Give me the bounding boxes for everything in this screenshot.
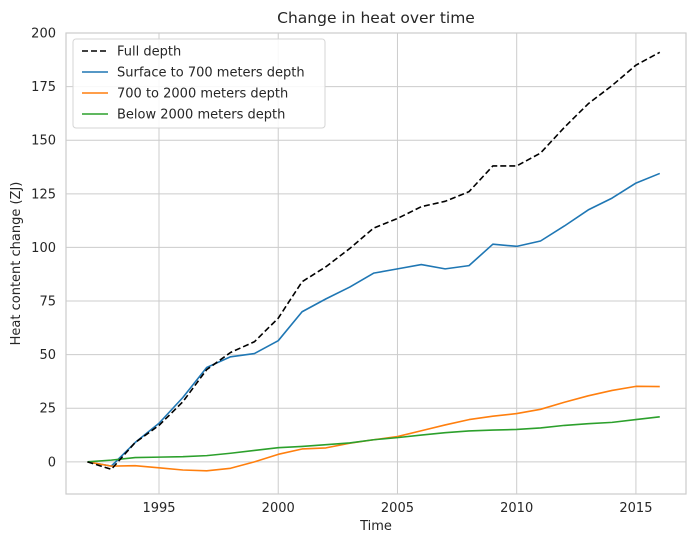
y-tick-label: 0 bbox=[48, 455, 56, 470]
y-axis-label: Heat content change (ZJ) bbox=[9, 182, 24, 346]
y-tick-label: 150 bbox=[31, 134, 56, 149]
tick-labels: 1995 2000 2005 2010 2015 0 25 50 75 100 125 150 175 2… bbox=[31, 27, 652, 517]
x-tick-label: 2015 bbox=[619, 501, 652, 516]
legend-entry: 700 to 2000 meters depth bbox=[117, 87, 288, 102]
legend-entry: Full depth bbox=[117, 45, 181, 60]
series-layer bbox=[87, 51, 661, 472]
y-tick-label: 100 bbox=[31, 241, 56, 256]
series-line-4 bbox=[87, 416, 660, 463]
y-tick-label: 75 bbox=[39, 295, 56, 310]
legend-entry: Below 2000 meters depth bbox=[117, 108, 285, 123]
x-tick-label: 2005 bbox=[381, 501, 414, 516]
legend-box bbox=[72, 38, 326, 129]
y-tick-label: 175 bbox=[31, 80, 56, 95]
y-tick-label: 200 bbox=[31, 27, 56, 42]
y-tick-label: 50 bbox=[39, 348, 56, 363]
chart-title: Change in heat over time bbox=[277, 9, 475, 27]
x-tick-label: 2000 bbox=[262, 501, 295, 516]
y-tick-label: 25 bbox=[39, 402, 56, 417]
x-tick-label: 1995 bbox=[142, 501, 175, 516]
plot-frame bbox=[65, 32, 687, 495]
series-line-2 bbox=[87, 172, 661, 467]
legend-entry: Surface to 700 meters depth bbox=[117, 66, 305, 81]
legend: Full depth Surface to 700 meters depth 700… bbox=[72, 38, 326, 129]
x-tick-label: 2010 bbox=[500, 501, 533, 516]
x-axis-label: Time bbox=[359, 519, 392, 534]
y-tick-label: 125 bbox=[31, 187, 56, 202]
